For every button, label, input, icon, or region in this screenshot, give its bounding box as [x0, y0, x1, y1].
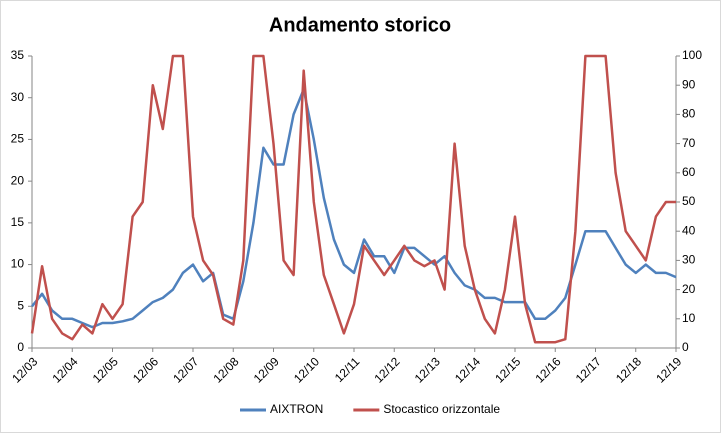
series-line	[31, 88, 677, 329]
legend-label: AIXTRON	[270, 402, 323, 416]
y2-tick-label: 60	[682, 165, 696, 179]
y2-tick-label: 0	[682, 340, 689, 354]
y-tick-label: 10	[11, 257, 25, 271]
y-tick-label: 25	[11, 132, 25, 146]
y2-tick-label: 100	[682, 48, 702, 62]
y2-tick-label: 70	[682, 136, 696, 150]
chart-title: Andamento storico	[269, 14, 451, 36]
y2-tick-label: 10	[682, 311, 696, 325]
y2-tick-label: 80	[682, 107, 696, 121]
legend-label: Stocastico orizzontale	[383, 402, 500, 416]
y-tick-label: 0	[17, 340, 24, 354]
y2-tick-label: 30	[682, 253, 696, 267]
y2-tick-label: 90	[682, 77, 696, 91]
y-tick-label: 5	[17, 298, 24, 312]
y-tick-label: 35	[11, 48, 25, 62]
y-tick-label: 30	[11, 90, 25, 104]
series-line	[30, 54, 676, 344]
y2-tick-label: 50	[682, 194, 696, 208]
y2-tick-label: 40	[682, 223, 696, 237]
y-tick-label: 20	[11, 173, 25, 187]
y2-tick-label: 20	[682, 282, 696, 296]
y-tick-label: 15	[11, 215, 25, 229]
